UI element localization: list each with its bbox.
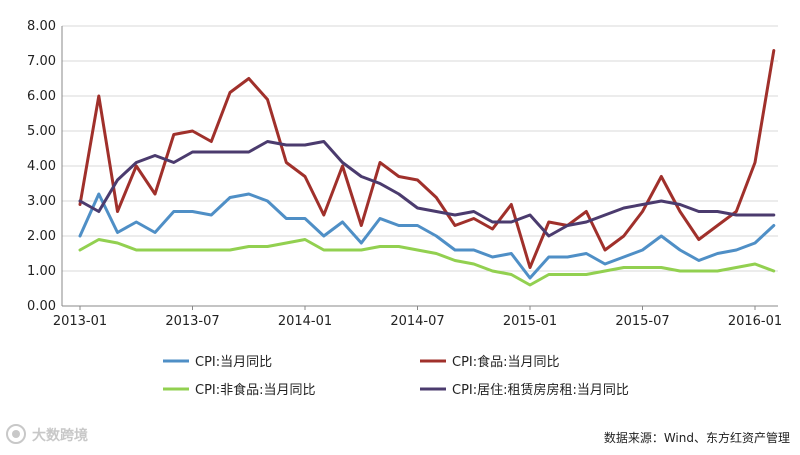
legend-label-1: CPI:食品:当月同比	[452, 354, 560, 370]
y-tick-label: 1.00	[27, 264, 56, 279]
legend-label-3: CPI:居住:租赁房房租:当月同比	[452, 382, 629, 398]
y-tick-label: 2.00	[27, 229, 56, 244]
legend-label-0: CPI:当月同比	[195, 355, 272, 370]
series-line-1	[78, 49, 776, 269]
series-line-0	[78, 192, 776, 280]
y-tick-label: 6.00	[27, 89, 56, 104]
series-line-2	[78, 238, 776, 287]
x-tick-label: 2013-07	[165, 314, 219, 329]
x-tick-label: 2014-01	[278, 314, 332, 329]
axes: 0.00 1.00 2.00 3.00 4.00 5.00 6.00 7.00 8.00 2013…	[27, 19, 782, 329]
watermark-logo-icon	[6, 424, 26, 444]
y-tick-label: 7.00	[27, 54, 56, 69]
x-tick-label: 2016-01	[728, 314, 782, 329]
x-tick-label: 2013-01	[53, 314, 107, 329]
watermark-text: 大数跨境	[32, 427, 88, 444]
y-tick-label: 3.00	[27, 194, 56, 209]
x-tick-label: 2014-07	[390, 314, 444, 329]
x-tick-label: 2015-07	[615, 314, 669, 329]
y-tick-label: 0.00	[27, 299, 56, 314]
legend-label-2: CPI:非食品:当月同比	[195, 382, 316, 398]
source-note: 数据来源：Wind、东方红资产管理	[604, 430, 790, 445]
footer: 大数跨境 数据来源：Wind、东方红资产管理	[6, 424, 790, 445]
series-lines	[78, 49, 776, 287]
grid-lines	[62, 25, 778, 307]
x-tick-label: 2015-01	[503, 314, 557, 329]
y-tick-label: 8.00	[27, 19, 56, 34]
y-tick-label: 5.00	[27, 124, 56, 139]
y-tick-label: 4.00	[27, 159, 56, 174]
series-line-3	[78, 140, 776, 238]
legend: CPI:当月同比 CPI:食品:当月同比 CPI:非食品:当月同比 CPI:居住:租赁…	[163, 354, 629, 398]
